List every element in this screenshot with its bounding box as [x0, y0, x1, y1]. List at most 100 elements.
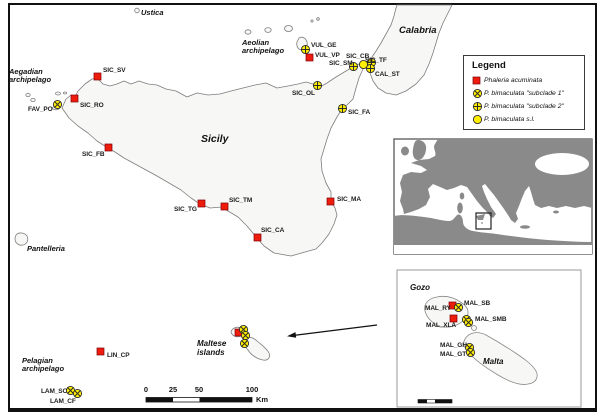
- site-label-MAL_GH: MAL_GH: [440, 342, 467, 349]
- site-label-SIC_CA: SIC_CA: [261, 227, 285, 234]
- ustica-island: [134, 7, 140, 14]
- aeolian-island: [310, 19, 314, 23]
- aegadian-island: [63, 91, 68, 95]
- sicily-outline: [61, 62, 364, 257]
- site-label-LAM_CF: LAM_CF: [50, 398, 76, 405]
- site-label-SIC_SM: SIC_SM: [329, 60, 353, 67]
- legend-item-subclade2: P. bimaculata "subclade 2": [472, 100, 584, 113]
- region-label-pelagian: Pelagian archipelago: [22, 356, 65, 374]
- region-label-maltese: Maltese islands: [197, 339, 227, 357]
- site-label-VUL_VP: VUL_VP: [315, 52, 340, 59]
- site-label-SIC_OL: SIC_OL: [292, 90, 315, 97]
- site-label-LAM_SC: LAM_SC: [41, 388, 68, 395]
- site-marker-MAL_GT: [465, 347, 476, 358]
- site-label-SIC_MA: SIC_MA: [337, 196, 361, 203]
- site-marker-FAV_PO: [52, 99, 63, 110]
- med-islands: [419, 191, 559, 229]
- site-marker-SIC_CA: [253, 233, 262, 242]
- site-label-VUL_GE: VUL_GE: [311, 42, 337, 49]
- scale-bar: [145, 397, 253, 403]
- site-marker-cluster: [239, 338, 250, 349]
- site-marker-LIN_CP: [96, 347, 105, 356]
- site-marker-SIC_FA: [337, 103, 348, 114]
- site-label-SIC_TG: SIC_TG: [174, 206, 197, 213]
- site-marker-SIC_MA: [326, 197, 335, 206]
- site-label-MAL_GT: MAL_GT: [440, 351, 467, 358]
- aeolian-island: [244, 29, 252, 35]
- site-marker-SIC_RO: [70, 94, 79, 103]
- legend-label-subclade2: P. bimaculata "subclade 2": [484, 103, 564, 110]
- legend-title: Legend: [472, 60, 506, 71]
- calabria-outline: [366, 4, 453, 96]
- malta-inset-scale-bar: [417, 399, 453, 404]
- legend-box: Legend Phaleria acuminata P. bimaculata "…: [463, 55, 585, 130]
- region-label-pantelleria: Pantelleria: [27, 244, 65, 253]
- comino-island-inset: [471, 325, 477, 331]
- site-label-MAL_SB: MAL_SB: [464, 300, 491, 307]
- legend-marker-subclade1-icon: [472, 88, 484, 99]
- site-label-FAV_PO: FAV_PO: [28, 106, 53, 113]
- site-marker-SIC_TG: [197, 199, 206, 208]
- aegadian-island: [30, 98, 36, 103]
- site-marker-cluster: [463, 317, 474, 328]
- site-marker-CAL_ST: [365, 63, 376, 74]
- aeolian-island: [316, 17, 320, 21]
- region-label-aegadian: Aegadian archipelago: [9, 67, 52, 85]
- legend-marker-sl-icon: [472, 114, 484, 125]
- site-marker-SIC_OL: [312, 80, 323, 91]
- legend-label-sl: P. bimaculata s.l.: [484, 116, 535, 123]
- site-marker-SIC_TM: [220, 202, 229, 211]
- site-label-SIC_TF: SIC_TF: [365, 57, 387, 64]
- legend-item-subclade1: P. bimaculata "subclade 1": [472, 87, 584, 100]
- legend-marker-subclade2-icon: [472, 101, 484, 112]
- site-label-MAL_RY: MAL_RY: [425, 305, 451, 312]
- site-label-SIC_RO: SIC_RO: [80, 102, 104, 109]
- aeolian-island: [284, 25, 293, 32]
- site-label-SIC_SV: SIC_SV: [103, 67, 126, 74]
- malta-pointer-arrow: [287, 324, 378, 338]
- legend-label-acuminata: Phaleria acuminata: [484, 77, 543, 84]
- scale-tick-100: 100: [245, 385, 259, 394]
- ireland-island: [401, 146, 409, 156]
- legend-marker-acuminata-icon: [472, 76, 484, 85]
- sicily-landmass: [14, 4, 453, 361]
- study-area-rectangle: [475, 212, 492, 230]
- region-label-calabria: Calabria: [399, 25, 437, 36]
- site-label-MAL_XLA: MAL_XLA: [426, 322, 456, 329]
- scale-tick-25: 25: [168, 385, 178, 394]
- malta-island-main: [243, 337, 271, 361]
- scale-tick-0: 0: [143, 385, 149, 394]
- aegadian-island: [55, 91, 61, 96]
- scale-tick-50: 50: [194, 385, 204, 394]
- legend-item-acuminata: Phaleria acuminata: [472, 74, 584, 87]
- region-label-malta: Malta: [483, 357, 504, 366]
- site-label-CAL_ST: CAL_ST: [375, 71, 400, 78]
- mediterranean-inset: [393, 138, 593, 255]
- site-label-SIC_CB: SIC_CB: [346, 53, 370, 60]
- region-label-ustica: Ustica: [141, 8, 164, 17]
- site-marker-SIC_SM: [348, 61, 359, 72]
- site-label-SIC_TM: SIC_TM: [229, 197, 253, 204]
- site-marker-SIC_SV: [93, 72, 102, 81]
- legend-item-sl: P. bimaculata s.l.: [472, 113, 584, 126]
- site-label-LIN_CP: LIN_CP: [107, 352, 130, 359]
- pantelleria-island: [14, 232, 29, 246]
- site-marker-VUL_VP: [305, 53, 314, 62]
- legend-items: Phaleria acuminata P. bimaculata "subclad…: [472, 74, 584, 126]
- region-label-aeolian: Aeolian archipelago: [242, 38, 285, 56]
- aeolian-island: [264, 27, 272, 33]
- site-marker-MAL_XLA: [449, 314, 458, 323]
- figure-border: [8, 3, 597, 412]
- legend-label-subclade1: P. bimaculata "subclade 1": [484, 90, 564, 97]
- site-label-MAL_SMB: MAL_SMB: [475, 316, 507, 323]
- site-marker-SIC_FB: [104, 143, 113, 152]
- site-label-SIC_FA: SIC_FA: [348, 109, 371, 116]
- aegadian-island: [25, 93, 31, 98]
- scale-unit-label: Km: [256, 395, 269, 404]
- black-sea: [535, 153, 589, 175]
- region-label-sicily: Sicily: [201, 133, 229, 145]
- malta-inset: [396, 269, 582, 408]
- site-marker-VUL_GE: [300, 44, 311, 55]
